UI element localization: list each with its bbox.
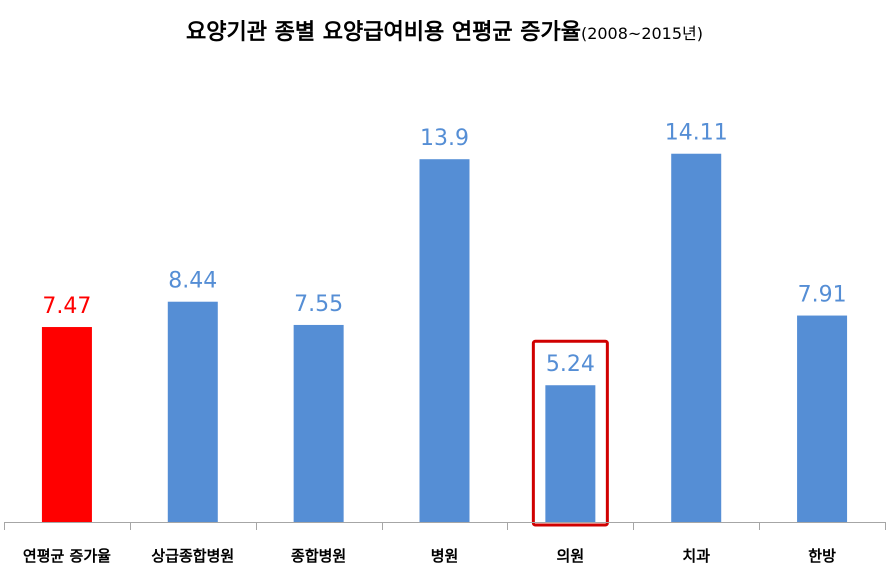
data-label: 7.55 [294,292,343,317]
highlight-box [531,339,609,527]
bars-layer [41,153,848,522]
x-tick-label: 연평균 증가율 [23,547,111,565]
bar [167,301,218,522]
bar [293,324,344,522]
data-label: 14.11 [665,121,728,146]
x-tick-label: 의원 [557,547,585,565]
bar [41,327,92,522]
x-tick-label: 종합병원 [291,547,346,565]
bar [545,385,596,522]
x-axis-layer: 연평균 증가율 상급종합병원 종합병원 병원 의원 치과 한방 [4,522,886,565]
bar [671,153,722,522]
x-tick-label: 상급종합병원 [151,547,234,565]
data-label: 5.24 [546,352,595,377]
data-label: 13.9 [420,126,469,151]
data-label: 7.91 [798,283,847,308]
chart-title-main: 요양기관 종별 요양급여비용 연평균 증가율 [185,20,581,45]
chart-subtitle: (2008~2015년) [580,24,704,43]
data-label: 8.44 [168,269,217,294]
value-labels-layer: 7.47 8.44 7.55 13.9 5.24 14.11 7.91 [42,121,847,527]
x-tick-label: 한방 [808,547,836,565]
bar [797,315,848,522]
bar [419,159,470,522]
chart-title: 요양기관 종별 요양급여비용 연평균 증가율(2008~2015년) [0,14,889,46]
x-tick-label: 병원 [431,547,459,565]
x-tick-label: 치과 [682,547,710,565]
data-label: 7.47 [42,294,91,319]
